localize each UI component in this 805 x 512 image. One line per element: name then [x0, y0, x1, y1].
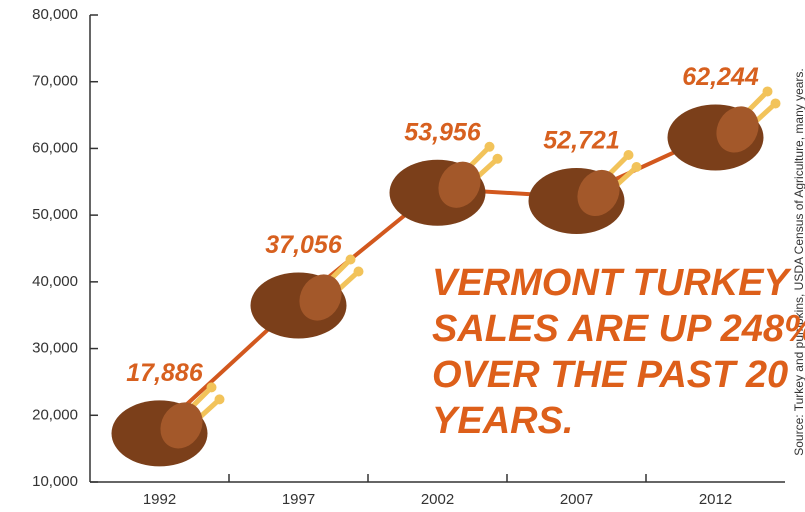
value-label: 17,886: [126, 359, 204, 387]
y-tick-label: 70,000: [32, 73, 78, 90]
annotation: OVER THE PAST 20: [432, 354, 788, 396]
leg: [577, 169, 620, 217]
annotation: SALES ARE UP 248%: [432, 308, 805, 350]
annotation: YEARS.: [432, 400, 573, 442]
bone-end: [631, 161, 642, 172]
leg: [299, 274, 342, 321]
y-tick-label: 10,000: [32, 473, 78, 490]
y-tick-label: 20,000: [32, 406, 78, 423]
annotation: VERMONT TURKEY: [432, 262, 792, 304]
bone-end: [353, 266, 364, 277]
x-tick-label: 1992: [143, 491, 176, 508]
turkey-marker: [111, 382, 225, 467]
bone-end: [214, 394, 225, 405]
leg: [438, 161, 481, 208]
y-tick-label: 30,000: [32, 340, 78, 357]
x-tick-label: 1997: [282, 491, 315, 508]
bone-end: [762, 86, 773, 97]
x-tick-label: 2002: [421, 491, 454, 508]
leg: [160, 402, 203, 449]
turkey-marker: [528, 149, 642, 234]
value-label: 62,244: [682, 63, 759, 91]
turkey-marker: [250, 254, 364, 339]
turkey-marker: [389, 141, 503, 226]
leg: [716, 106, 759, 153]
x-tick-label: 2012: [699, 491, 732, 508]
value-label: 52,721: [543, 127, 619, 155]
bone-end: [206, 382, 217, 393]
y-tick-label: 60,000: [32, 139, 78, 156]
source-note: Source: Turkey and pumpkins, USDA Census…: [792, 68, 805, 456]
value-label: 53,956: [404, 118, 482, 146]
bone-end: [484, 141, 495, 152]
y-tick-label: 40,000: [32, 273, 78, 290]
x-tick-label: 2007: [560, 491, 593, 508]
bone-end: [492, 153, 503, 164]
turkey-marker: [667, 86, 781, 171]
y-tick-label: 50,000: [32, 206, 78, 223]
value-label: 37,056: [265, 231, 343, 259]
bone-end: [770, 98, 781, 109]
y-tick-label: 80,000: [32, 6, 78, 23]
bone-end: [623, 149, 634, 160]
bone-end: [345, 254, 356, 265]
